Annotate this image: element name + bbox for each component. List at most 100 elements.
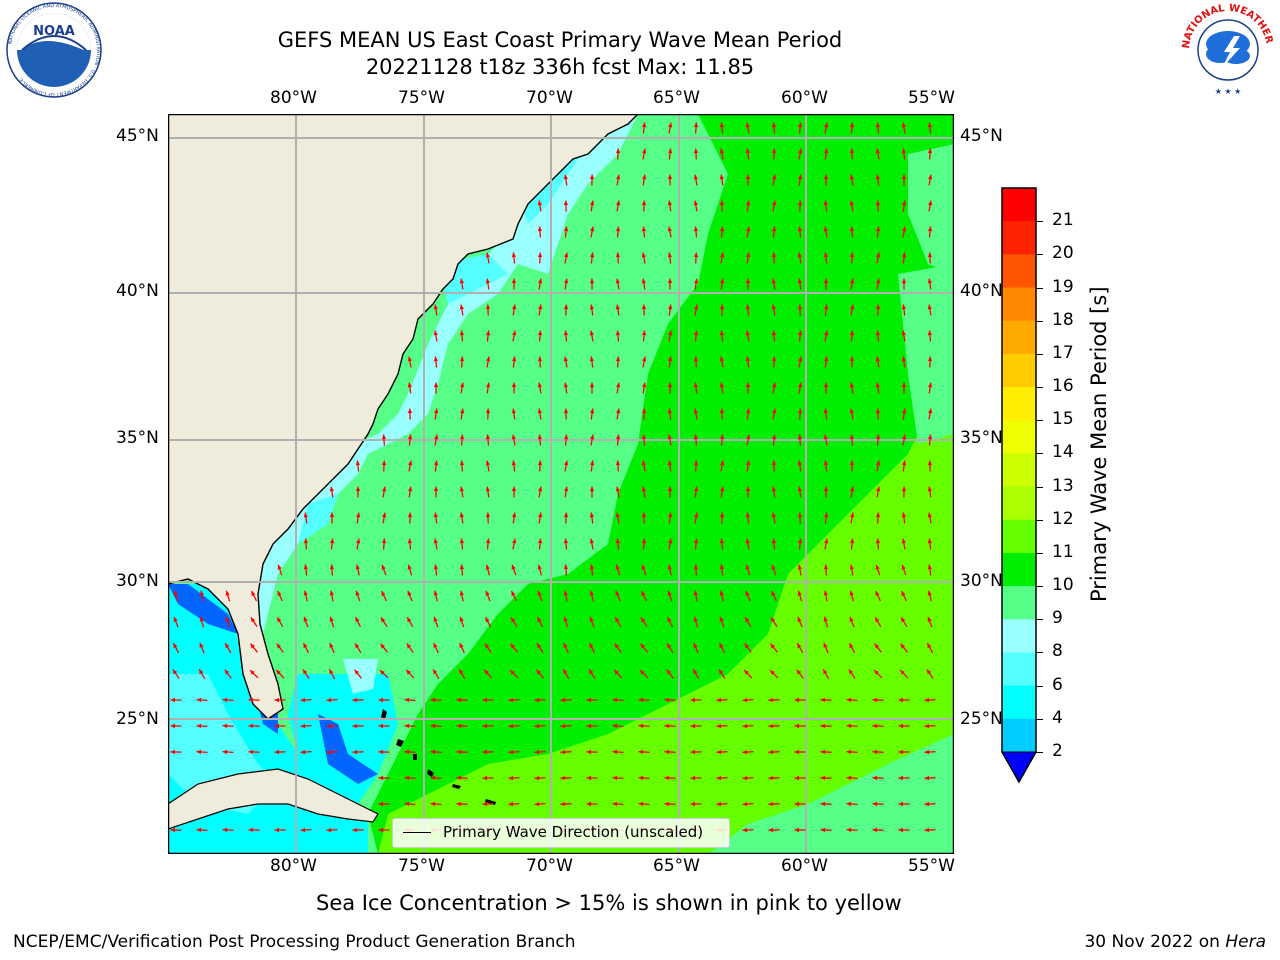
wave-direction-arrowhead xyxy=(329,616,334,622)
wave-direction-arrowhead xyxy=(586,697,591,703)
wave-direction-arrowhead xyxy=(433,643,438,648)
wave-direction-arrowhead xyxy=(326,827,332,833)
wave-direction-arrowhead xyxy=(719,538,725,544)
wave-direction-arrowhead xyxy=(433,669,438,675)
wave-direction-arrowhead xyxy=(641,460,646,466)
wave-direction-arrowhead xyxy=(901,382,907,387)
wave-direction-arrowhead xyxy=(222,827,228,833)
wave-direction-arrowhead xyxy=(823,616,828,622)
wave-direction-arrowhead xyxy=(638,801,644,807)
lon-label-bottom-75w: 75°W xyxy=(398,856,445,876)
lon-label-bottom-80w: 80°W xyxy=(270,856,317,876)
wave-direction-arrowhead xyxy=(251,617,256,623)
wave-direction-arrowhead xyxy=(586,723,591,729)
wave-direction-arrowhead xyxy=(771,486,776,492)
wave-direction-arrowhead xyxy=(668,330,673,336)
wave-direction-arrowhead xyxy=(875,356,880,362)
wave-direction-arrowhead xyxy=(846,697,852,703)
wave-direction-arrowhead xyxy=(772,174,777,180)
wave-direction-arrowhead xyxy=(770,670,775,675)
wave-direction-arrowhead xyxy=(745,304,750,310)
wave-direction-arrowhead xyxy=(564,486,569,492)
wave-direction-arrowhead xyxy=(875,330,881,336)
wave-direction-arrowhead xyxy=(563,226,569,232)
chart-title-line1: GEFS MEAN US East Coast Primary Wave Mea… xyxy=(277,28,843,52)
wave-direction-arrowhead xyxy=(586,801,591,807)
colorbar-segment xyxy=(1002,519,1036,554)
wave-direction-arrowhead xyxy=(849,148,855,154)
wave-direction-arrowhead xyxy=(742,723,748,729)
wave-direction-arrowhead xyxy=(849,434,855,440)
wave-direction-arrowhead xyxy=(355,617,360,622)
wave-direction-arrowhead xyxy=(874,670,879,675)
wave-direction-arrowhead xyxy=(694,304,699,310)
wave-direction-arrowhead xyxy=(641,564,646,570)
wave-direction-arrowhead xyxy=(846,749,852,755)
wave-direction-arrowhead xyxy=(771,512,776,518)
wave-direction-arrowhead xyxy=(482,775,487,781)
wave-direction-arrowhead xyxy=(668,148,673,154)
wave-direction-arrowhead xyxy=(485,252,490,258)
colorbar-tick-label: 14 xyxy=(1052,442,1074,463)
wave-direction-arrowhead xyxy=(771,226,777,232)
wave-direction-arrowhead xyxy=(744,643,750,649)
wave-direction-arrowhead xyxy=(615,590,620,596)
colorbar-label: Primary Wave Mean Period [s] xyxy=(1087,286,1111,602)
wave-direction-arrowhead xyxy=(771,538,777,544)
map-legend: Primary Wave Direction (unscaled) xyxy=(392,818,730,848)
wave-direction-arrowhead xyxy=(590,200,595,206)
wave-direction-arrowhead xyxy=(664,801,670,807)
wave-direction-arrowhead xyxy=(797,304,803,310)
wave-direction-arrowhead xyxy=(482,697,487,703)
wave-direction-arrowhead xyxy=(768,749,774,755)
wave-direction-arrowhead xyxy=(771,122,777,128)
wave-direction-arrowhead xyxy=(901,356,906,362)
wave-direction-arrowhead xyxy=(563,356,568,362)
wave-direction-arrowhead xyxy=(641,278,646,284)
wave-direction-arrowhead xyxy=(378,827,383,833)
wave-direction-arrowhead xyxy=(512,304,517,310)
colorbar-tick-mark xyxy=(1036,718,1043,720)
wave-direction-arrowhead xyxy=(508,697,514,703)
wave-direction-arrowhead xyxy=(512,538,517,544)
wave-direction-arrowhead xyxy=(430,801,436,807)
wave-direction-arrowhead xyxy=(901,122,906,128)
lat-label-right-40n: 40°N xyxy=(960,281,1003,301)
wave-direction-arrowhead xyxy=(564,278,569,284)
wave-direction-arrowhead xyxy=(459,616,464,622)
wave-direction-arrowhead xyxy=(898,775,903,781)
wave-direction-arrowhead xyxy=(690,697,695,703)
wave-direction-arrowhead xyxy=(459,590,464,596)
wave-direction-arrowhead xyxy=(378,801,383,807)
wave-direction-arrowhead xyxy=(641,434,647,440)
wave-direction-arrowhead xyxy=(719,148,724,154)
wave-direction-arrowhead xyxy=(433,616,438,622)
wave-direction-arrowhead xyxy=(875,512,881,518)
wave-direction-arrowhead xyxy=(898,801,903,807)
wave-direction-arrowhead xyxy=(381,617,386,623)
wave-direction-arrowhead xyxy=(615,148,621,154)
wave-direction-arrowhead xyxy=(746,252,751,258)
wave-direction-arrowhead xyxy=(927,460,933,466)
wave-direction-arrowhead xyxy=(251,591,256,597)
wave-direction-arrowhead xyxy=(823,252,828,258)
colorbar-tick-mark xyxy=(1036,453,1043,455)
wave-direction-arrowhead xyxy=(924,723,930,729)
wave-direction-arrowhead xyxy=(924,801,930,807)
wave-direction-arrowhead xyxy=(560,723,566,729)
wave-direction-arrowhead xyxy=(560,749,566,755)
wave-direction-arrowhead xyxy=(199,616,204,622)
wave-direction-arrowhead xyxy=(276,670,281,675)
wave-direction-arrowhead xyxy=(927,564,932,570)
wave-direction-arrowhead xyxy=(485,434,491,440)
wave-direction-arrowhead xyxy=(511,382,517,387)
wave-direction-arrowhead xyxy=(823,460,828,466)
wave-direction-arrowhead xyxy=(615,330,621,336)
wave-direction-arrowhead xyxy=(716,775,722,781)
wave-direction-arrowhead xyxy=(693,226,699,232)
wave-direction-arrowhead xyxy=(250,670,255,675)
wave-direction-arrowhead xyxy=(898,723,903,729)
lon-label-bottom-55w: 55°W xyxy=(908,856,955,876)
wave-direction-arrowhead xyxy=(381,564,386,570)
wave-direction-arrowhead xyxy=(248,827,254,833)
